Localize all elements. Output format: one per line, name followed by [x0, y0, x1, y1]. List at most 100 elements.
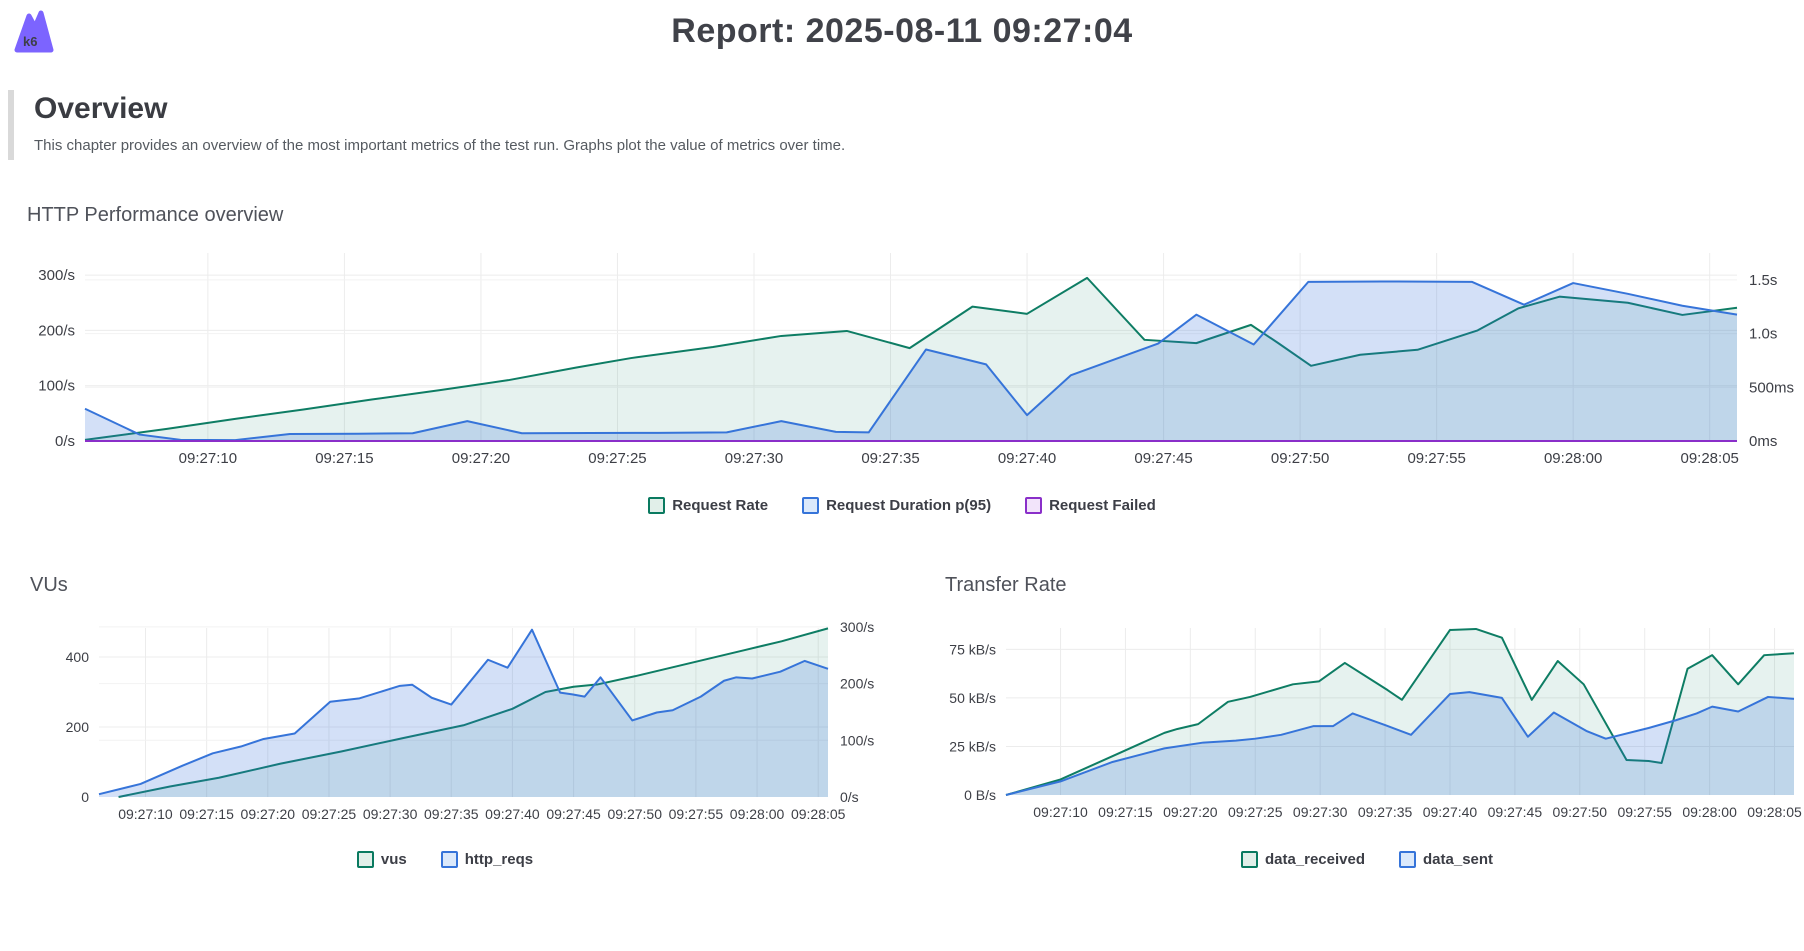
report-header: k6 Report: 2025-08-11 09:27:04: [0, 0, 1804, 64]
legend-swatch-data-sent: [1399, 851, 1417, 868]
left-axis-tick-label: 0 B/s: [964, 787, 996, 803]
k6-logo-mountain: k6: [14, 10, 54, 53]
legend-label: http_reqs: [464, 851, 534, 868]
k6-logo: k6: [14, 8, 54, 54]
x-axis-tick-label: 09:27:10: [179, 450, 237, 467]
left-axis-tick-label: 0/s: [55, 433, 75, 450]
series-area-data_sent: [1006, 692, 1794, 795]
x-axis-tick-label: 09:27:10: [118, 806, 173, 822]
http-performance-section: HTTP Performance overview 0/s 100/s 200/s 3…: [0, 204, 1804, 514]
legend-item-request-duration[interactable]: Request Duration p(95): [802, 497, 991, 514]
x-axis-tick-label: 09:27:25: [588, 450, 646, 467]
right-axis-tick-label: 100/s: [840, 732, 874, 748]
legend-swatch-request-duration: [802, 497, 820, 514]
x-axis-tick-label: 09:28:00: [1682, 804, 1737, 820]
legend-swatch-data-received: [1240, 851, 1258, 868]
left-axis-tick-label: 400: [66, 649, 90, 665]
x-axis-tick-label: 09:28:05: [791, 806, 846, 822]
transfer-chart-legend: data_received data_sent: [930, 851, 1804, 868]
x-axis-tick-label: 09:28:05: [1747, 804, 1802, 820]
http-chart-legend: Request Rate Request Duration p(95) Requ…: [0, 497, 1804, 514]
left-axis-tick-label: 200/s: [38, 322, 75, 339]
page-title: Report: 2025-08-11 09:27:04: [671, 12, 1133, 50]
x-axis-tick-label: 09:27:55: [669, 806, 724, 822]
left-axis-tick-label: 0: [81, 789, 89, 805]
left-axis-tick-label: 200: [66, 719, 90, 735]
right-axis-tick-label: 500ms: [1749, 379, 1794, 396]
legend-item-request-rate[interactable]: Request Rate: [648, 497, 768, 514]
series-line-vus: [118, 627, 829, 798]
transfer-rate-section: Transfer Rate 0 B/s 25 kB/s 50 kB/s 75 kB/s…: [930, 574, 1804, 868]
legend-item-vus[interactable]: vus: [356, 851, 407, 868]
right-axis-tick-label: 1.0s: [1749, 326, 1777, 343]
chart-title-http: HTTP Performance overview: [27, 204, 284, 226]
x-axis-tick-label: 09:27:45: [1488, 804, 1543, 820]
legend-label: Request Failed: [1049, 497, 1156, 514]
series-area-Request Duration p(95): [85, 281, 1737, 441]
legend-label: vus: [380, 851, 407, 868]
x-axis-tick-label: 09:27:45: [1134, 450, 1192, 467]
right-axis-tick-label: 200/s: [840, 676, 874, 692]
x-axis-tick-label: 09:27:15: [179, 806, 234, 822]
left-axis-tick-label: 25 kB/s: [949, 738, 996, 754]
left-axis-tick-label: 75 kB/s: [949, 641, 996, 657]
legend-label: Request Rate: [672, 497, 769, 514]
x-axis-tick-label: 09:27:55: [1407, 450, 1465, 467]
x-axis-tick-label: 09:27:30: [725, 450, 783, 467]
x-axis-tick-label: 09:27:40: [1423, 804, 1478, 820]
x-axis-tick-label: 09:27:35: [424, 806, 479, 822]
x-axis-tick-label: 09:27:55: [1617, 804, 1672, 820]
x-axis-tick-label: 09:27:35: [861, 450, 919, 467]
right-axis-tick-label: 0/s: [840, 789, 859, 805]
x-axis-tick-label: 09:28:00: [730, 806, 785, 822]
chart-title-transfer: Transfer Rate: [945, 574, 1067, 596]
legend-swatch-http-reqs: [440, 851, 458, 868]
right-axis-tick-label: 1.5s: [1749, 272, 1777, 289]
x-axis-tick-label: 09:27:40: [485, 806, 540, 822]
left-axis-tick-label: 300/s: [38, 267, 75, 284]
overview-description: This chapter provides an overview of the…: [34, 137, 846, 154]
vus-section: VUs 0 200 400 0/s 100/s 200/s 300/s 09:27:10 09:…: [0, 574, 890, 868]
x-axis-tick-label: 09:28:00: [1544, 450, 1602, 467]
legend-label: data_sent: [1423, 851, 1494, 868]
x-axis-tick-label: 09:27:30: [1293, 804, 1348, 820]
x-axis-tick-label: 09:27:20: [241, 806, 296, 822]
series-area-http_reqs: [99, 629, 828, 797]
x-axis-tick-label: 09:27:20: [452, 450, 510, 467]
left-axis-tick-label: 50 kB/s: [949, 690, 996, 706]
x-axis-tick-label: 09:27:25: [1228, 804, 1283, 820]
legend-item-data-sent[interactable]: data_sent: [1399, 851, 1493, 868]
series-line-data_sent: [1005, 691, 1795, 796]
legend-swatch-request-rate: [648, 497, 666, 514]
bottom-charts-row: VUs 0 200 400 0/s 100/s 200/s 300/s 09:27:10 09:…: [0, 574, 1804, 868]
right-axis-tick-label: 300/s: [840, 619, 874, 635]
http-performance-chart[interactable]: 0/s 100/s 200/s 300/s 0ms 500ms 1.0s 1.5s 09:27:…: [0, 233, 1804, 483]
series-area-vus: [118, 628, 828, 797]
overview-heading: Overview: [34, 92, 168, 125]
x-axis-tick-label: 09:28:05: [1680, 450, 1738, 467]
series-line-data_received: [1005, 627, 1795, 796]
series-line-Request Duration p(95): [84, 280, 1738, 442]
x-axis-tick-label: 09:27:10: [1033, 804, 1088, 820]
x-axis-tick-label: 09:27:40: [998, 450, 1056, 467]
x-axis-tick-label: 09:27:15: [315, 450, 373, 467]
series-area-Request Rate: [85, 277, 1737, 441]
legend-label: Request Duration p(95): [826, 497, 992, 514]
x-axis-tick-label: 09:27:15: [1098, 804, 1153, 820]
x-axis-tick-label: 09:27:50: [607, 806, 662, 822]
x-axis-tick-label: 09:27:50: [1553, 804, 1608, 820]
chart-title-vus: VUs: [30, 574, 68, 596]
legend-item-http-reqs[interactable]: http_reqs: [440, 851, 534, 868]
vus-chart-legend: vus http_reqs: [0, 851, 890, 868]
x-axis-tick-label: 09:27:50: [1271, 450, 1329, 467]
x-axis-tick-label: 09:27:35: [1358, 804, 1413, 820]
legend-item-data-received[interactable]: data_received: [1240, 851, 1366, 868]
k6-logo-text: k6: [23, 34, 37, 49]
legend-label: data_received: [1264, 851, 1366, 868]
legend-swatch-vus: [356, 851, 374, 868]
overview-section: Overview This chapter provides an overvi…: [8, 90, 1804, 160]
series-line-Request Rate: [84, 276, 1738, 441]
vus-chart[interactable]: 0 200 400 0/s 100/s 200/s 300/s 09:27:10 09:27:1…: [0, 603, 890, 837]
legend-item-request-failed[interactable]: Request Failed: [1025, 497, 1156, 514]
transfer-rate-chart[interactable]: 0 B/s 25 kB/s 50 kB/s 75 kB/s 09:27:10 09:27:…: [930, 603, 1804, 837]
